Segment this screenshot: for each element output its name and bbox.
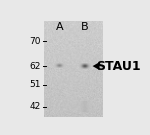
Text: 70: 70: [29, 37, 41, 46]
Text: STAU1: STAU1: [96, 60, 141, 73]
Text: B: B: [81, 22, 89, 32]
Polygon shape: [93, 62, 100, 70]
Text: 51: 51: [29, 80, 41, 89]
Text: A: A: [56, 22, 63, 32]
Text: 62: 62: [29, 62, 41, 71]
Text: 42: 42: [30, 102, 41, 111]
